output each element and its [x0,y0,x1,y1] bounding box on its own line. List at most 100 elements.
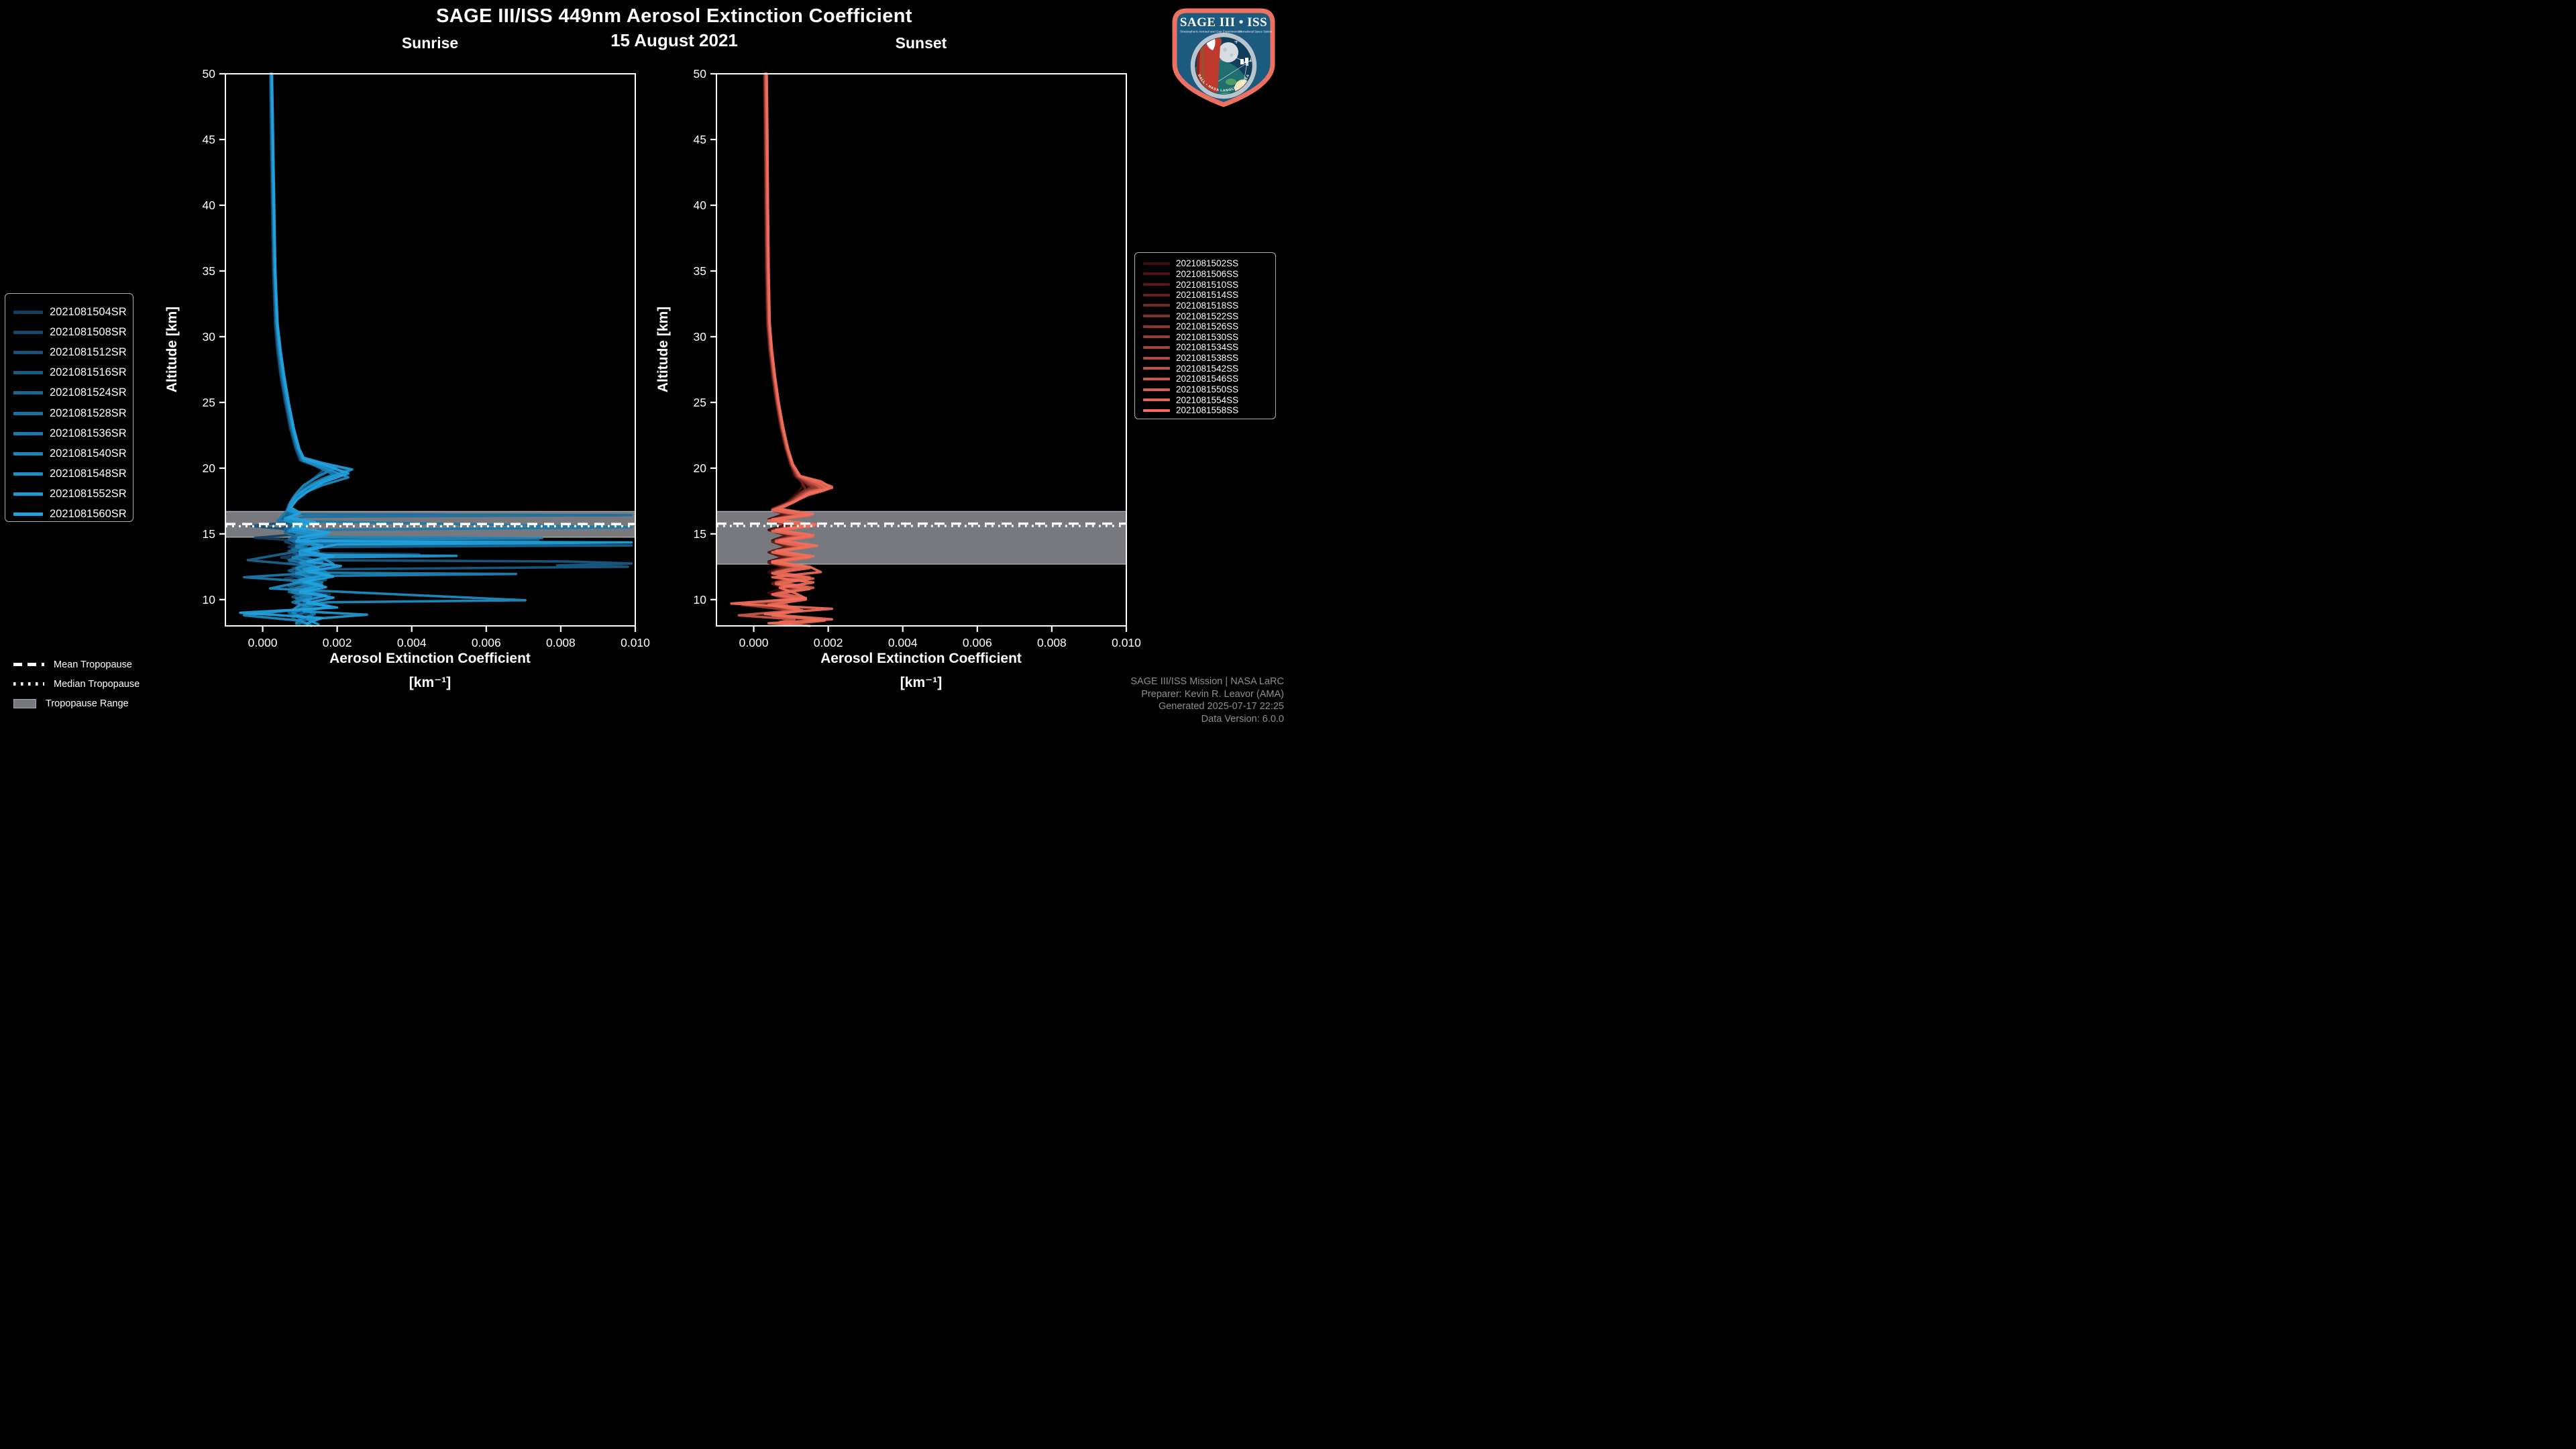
date-subtitle: 15 August 2021 [610,30,738,50]
profile-line-2021081560SR [239,72,633,625]
y-tick-label: 40 [694,199,707,212]
y-tick-label: 10 [694,593,707,606]
y-axis-label-sunset: Altitude [km] [655,306,671,393]
legend-label: 2021081526SS [1176,321,1239,332]
sunset-event-legend: 2021081502SS 2021081506SS 2021081510SS 2021… [1134,252,1276,419]
legend-item: 2021081530SS [1143,331,1275,342]
legend-item: 2021081534SS [1143,342,1275,353]
legend-label: 2021081506SS [1176,268,1239,279]
legend-label: 2021081502SS [1176,258,1239,269]
legend-label: Mean Tropopause [54,659,132,670]
legend-item: 2021081552SR [13,484,133,504]
legend-label: 2021081558SS [1176,405,1239,416]
legend-label: 2021081548SR [50,468,127,480]
profile-line-2021081558SS [730,72,833,627]
legend-line-swatch [1143,283,1170,286]
y-tick-label: 50 [203,67,216,80]
legend-line-swatch [13,411,43,415]
legend-label: 2021081512SR [50,345,127,358]
legend-label: 2021081560SR [50,508,127,521]
generated-timestamp: Generated 2025-07-17 22:25 [1158,701,1284,712]
legend-line-swatch [13,451,43,455]
y-tick-label: 35 [203,264,215,278]
legend-item: 2021081514SS [1143,290,1275,301]
sage-iss-logo: SAGE III • ISS Stratospheric Aerosol and… [1171,7,1275,107]
legend-item: 2021081522SS [1143,311,1275,321]
legend-label: 2021081510SS [1176,279,1239,290]
logo-moon-crater [1230,53,1234,57]
legend-label: 2021081524SR [50,386,127,399]
y-tick-label: 10 [203,593,216,606]
x-tick-label: 0.004 [397,636,427,649]
x-tick-label: 0.006 [963,636,992,649]
legend-label: 2021081542SS [1176,363,1239,374]
legend-item-mean-tropopause: Mean Tropopause [13,655,140,674]
legend-item: 2021081536SR [13,423,133,443]
y-tick-label: 35 [694,264,706,278]
x-tick-label: 0.010 [621,636,650,649]
legend-item: 2021081528SR [13,403,133,423]
legend-item: 2021081550SS [1143,384,1275,395]
figure-root: SAGE III/ISS 449nm Aerosol Extinction Co… [0,0,1288,724]
legend-item: 2021081518SS [1143,301,1275,311]
y-tick-label: 30 [694,330,707,343]
y-tick-label: 30 [203,330,216,343]
legend-item: 2021081512SR [13,342,133,362]
y-tick-label: 50 [694,67,707,80]
legend-line-swatch [13,350,43,354]
legend-line-swatch [13,472,43,476]
legend-item: 2021081538SS [1143,353,1275,364]
legend-line-swatch [1143,367,1170,370]
legend-label: 2021081550SS [1176,384,1239,394]
x-tick-label: 0.004 [888,636,918,649]
legend-label: 2021081504SR [50,305,127,318]
sunrise-panel-title: Sunrise [401,34,459,52]
legend-item: 2021081542SS [1143,363,1275,374]
legend-line-swatch [1143,325,1170,328]
band-swatch [13,698,36,708]
legend-line-swatch [1143,315,1170,318]
legend-line-swatch [1143,335,1170,339]
logo-sightline [1217,62,1248,83]
legend-label: 2021081554SS [1176,394,1239,405]
legend-line-swatch [1143,388,1170,391]
sunrise-event-legend: 2021081504SR 2021081508SR 2021081512SR 2021… [5,293,133,522]
legend-line-swatch [13,513,43,517]
sunset-panel-title: Sunset [895,34,947,52]
y-tick-label: 45 [203,133,215,146]
legend-line-swatch [1143,293,1170,297]
x-tick-label: 0.006 [472,636,501,649]
legend-line-swatch [1143,398,1170,402]
legend-item: 2021081516SR [13,363,133,383]
logo-sightline [1242,62,1248,87]
legend-item: 2021081540SR [13,443,133,464]
y-tick-label: 20 [694,462,707,475]
legend-label: Tropopause Range [46,698,129,709]
x-tick-label: 0.008 [1037,636,1067,649]
plot-frame [225,73,636,627]
legend-line-swatch [13,391,43,395]
legend-item: 2021081524SR [13,383,133,403]
x-axis-label-sunset: Aerosol Extinction Coefficient [820,651,1022,666]
mission-credit: SAGE III/ISS Mission | NASA LaRC [1130,676,1284,687]
y-tick-label: 25 [203,396,215,409]
legend-item: 2021081502SS [1143,258,1275,269]
legend-line-swatch [13,371,43,375]
legend-label: 2021081530SS [1176,331,1239,342]
legend-item: 2021081504SR [13,302,133,322]
sunrise-plot: 0.000 0.002 0.004 0.006 0.008 0.010 10 15 20 25 30… [203,67,651,649]
legend-line-swatch [13,492,43,496]
x-axis-units-sunset: [km⁻¹] [900,675,943,690]
legend-item: 2021081508SR [13,322,133,342]
y-tick-label: 15 [203,527,215,541]
legend-item: 2021081558SS [1143,405,1275,416]
legend-item-tropopause-range: Tropopause Range [13,694,140,713]
logo-moon [1218,42,1238,62]
logo-subtitle-left: Stratospheric Aerosol and Gas Experiment… [1180,30,1242,34]
preparer-credit: Preparer: Kevin R. Leavor (AMA) [1141,688,1284,700]
legend-label: 2021081534SS [1176,342,1239,353]
y-tick-label: 45 [694,133,706,146]
logo-moon-crater [1223,48,1227,52]
dashed-line-swatch [13,663,44,666]
legend-line-swatch [1143,345,1170,349]
